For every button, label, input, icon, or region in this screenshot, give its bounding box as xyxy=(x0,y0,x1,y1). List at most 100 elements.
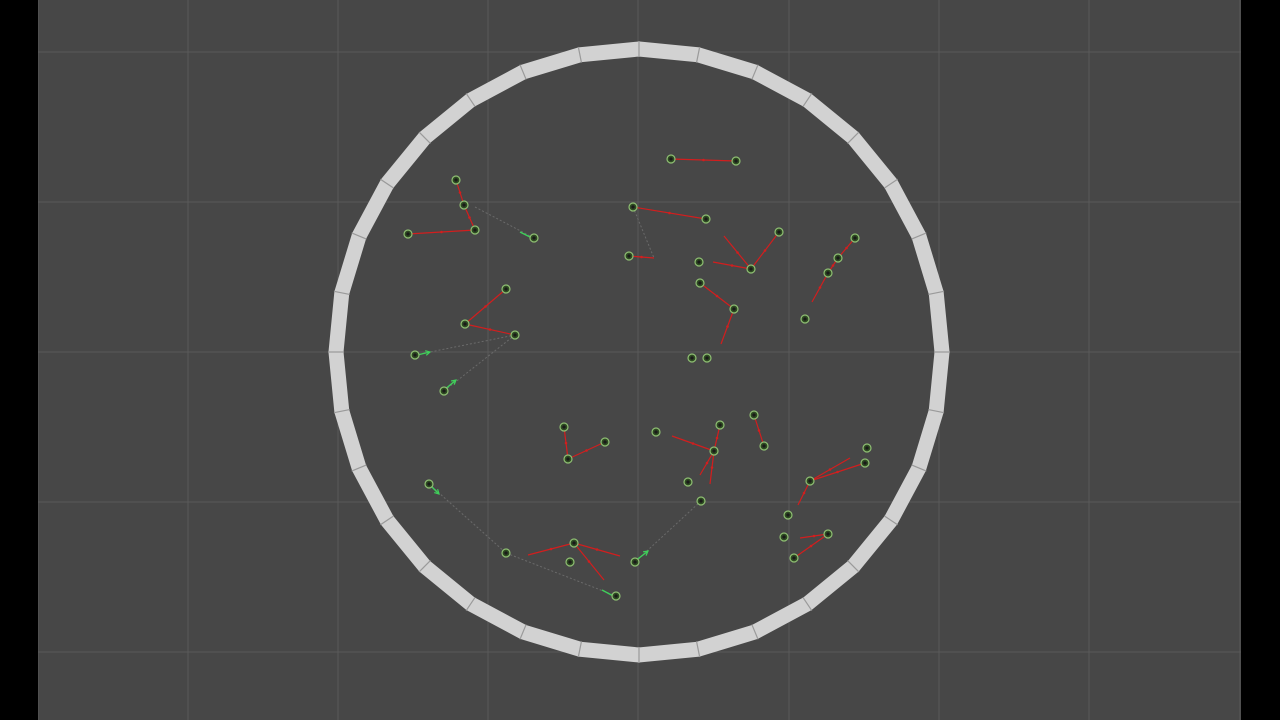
agent-marker[interactable] xyxy=(565,557,575,567)
agent-marker[interactable] xyxy=(410,350,420,360)
agent-core xyxy=(698,281,702,285)
agent-marker[interactable] xyxy=(501,548,511,558)
agent-marker[interactable] xyxy=(439,386,449,396)
agent-marker[interactable] xyxy=(823,268,833,278)
agent-core xyxy=(603,440,607,444)
arena-vertex-tick xyxy=(519,624,527,640)
sensor-ray-midpoint xyxy=(668,211,671,215)
agent-core xyxy=(749,267,753,271)
arena-vertex-tick xyxy=(928,290,945,296)
agent-marker[interactable] xyxy=(563,454,573,464)
agent-core xyxy=(568,560,572,564)
agent-core xyxy=(442,389,446,393)
agent-marker[interactable] xyxy=(403,229,413,239)
agent-marker[interactable] xyxy=(783,510,793,520)
agent-marker[interactable] xyxy=(746,264,756,274)
arena-vertex-tick xyxy=(418,560,431,573)
arena-vertex-tick xyxy=(380,178,395,189)
agent-core xyxy=(836,256,840,260)
agent-core xyxy=(513,333,517,337)
agent-marker[interactable] xyxy=(789,553,799,563)
agent-marker[interactable] xyxy=(749,410,759,420)
sensor-ray-midpoint xyxy=(812,534,816,538)
agent-core xyxy=(473,228,477,232)
agent-marker[interactable] xyxy=(695,278,705,288)
agent-marker[interactable] xyxy=(510,330,520,340)
agent-core xyxy=(614,594,618,598)
arena-vertex-tick xyxy=(847,131,860,144)
agent-marker[interactable] xyxy=(800,314,810,324)
agent-core xyxy=(413,353,417,357)
arena-vertex-tick xyxy=(465,93,476,108)
agent-marker[interactable] xyxy=(501,284,511,294)
agent-core xyxy=(792,556,796,560)
agent-core xyxy=(572,541,576,545)
trail-line xyxy=(414,334,516,356)
agent-core xyxy=(732,307,736,311)
agent-core xyxy=(454,178,458,182)
agent-marker[interactable] xyxy=(628,202,638,212)
agent-marker[interactable] xyxy=(709,446,719,456)
agent-marker[interactable] xyxy=(862,443,872,453)
sensor-ray-midpoint xyxy=(757,429,761,432)
arena-vertex-tick xyxy=(333,408,350,414)
game-viewport[interactable] xyxy=(38,0,1241,720)
agent-marker[interactable] xyxy=(470,225,480,235)
agent-marker[interactable] xyxy=(860,458,870,468)
agent-marker[interactable] xyxy=(569,538,579,548)
agent-marker[interactable] xyxy=(694,257,704,267)
agent-marker[interactable] xyxy=(696,496,706,506)
agents-layer xyxy=(403,154,872,601)
agent-marker[interactable] xyxy=(715,420,725,430)
agent-marker[interactable] xyxy=(683,477,693,487)
agent-marker[interactable] xyxy=(850,233,860,243)
agent-marker[interactable] xyxy=(600,437,610,447)
agent-core xyxy=(826,271,830,275)
arena-vertex-tick xyxy=(751,624,759,640)
agent-core xyxy=(718,423,722,427)
heading-arrows xyxy=(412,231,649,599)
agent-marker[interactable] xyxy=(759,441,769,451)
agent-marker[interactable] xyxy=(460,319,470,329)
agent-marker[interactable] xyxy=(624,251,634,261)
agent-marker[interactable] xyxy=(559,422,569,432)
arena-vertex-tick xyxy=(380,515,395,526)
agent-marker[interactable] xyxy=(459,200,469,210)
trail-line xyxy=(634,500,702,563)
sensor-ray-midpoint xyxy=(836,470,839,474)
agent-marker[interactable] xyxy=(779,532,789,542)
sensor-rays xyxy=(407,158,866,581)
agent-marker[interactable] xyxy=(451,175,461,185)
agent-core xyxy=(631,205,635,209)
arena-vertex-tick xyxy=(519,64,527,80)
agent-marker[interactable] xyxy=(630,557,640,567)
agent-core xyxy=(697,260,701,264)
agent-marker[interactable] xyxy=(687,353,697,363)
agent-marker[interactable] xyxy=(701,214,711,224)
agent-marker[interactable] xyxy=(823,529,833,539)
sensor-ray-midpoint xyxy=(809,544,813,548)
agent-marker[interactable] xyxy=(731,156,741,166)
arena-vertex-tick xyxy=(351,232,367,240)
scene-canvas xyxy=(38,0,1241,720)
agent-marker[interactable] xyxy=(702,353,712,363)
agent-marker[interactable] xyxy=(651,427,661,437)
agent-marker[interactable] xyxy=(833,253,843,263)
agent-core xyxy=(406,232,410,236)
agent-marker[interactable] xyxy=(424,479,434,489)
letterbox-left xyxy=(0,0,38,720)
agent-core xyxy=(633,560,637,564)
arena-vertex-tick xyxy=(695,46,701,63)
arena-vertex-tick xyxy=(577,46,583,63)
agent-marker[interactable] xyxy=(666,154,676,164)
heading-arrow-head xyxy=(450,379,457,385)
heading-arrow-head xyxy=(434,489,440,495)
agent-marker[interactable] xyxy=(611,591,621,601)
arena-boundary-ring xyxy=(328,41,950,663)
sensor-ray-midpoint xyxy=(595,548,599,551)
background-grid xyxy=(38,0,1241,720)
agent-marker[interactable] xyxy=(529,233,539,243)
agent-marker[interactable] xyxy=(774,227,784,237)
agent-marker[interactable] xyxy=(729,304,739,314)
agent-marker[interactable] xyxy=(805,476,815,486)
